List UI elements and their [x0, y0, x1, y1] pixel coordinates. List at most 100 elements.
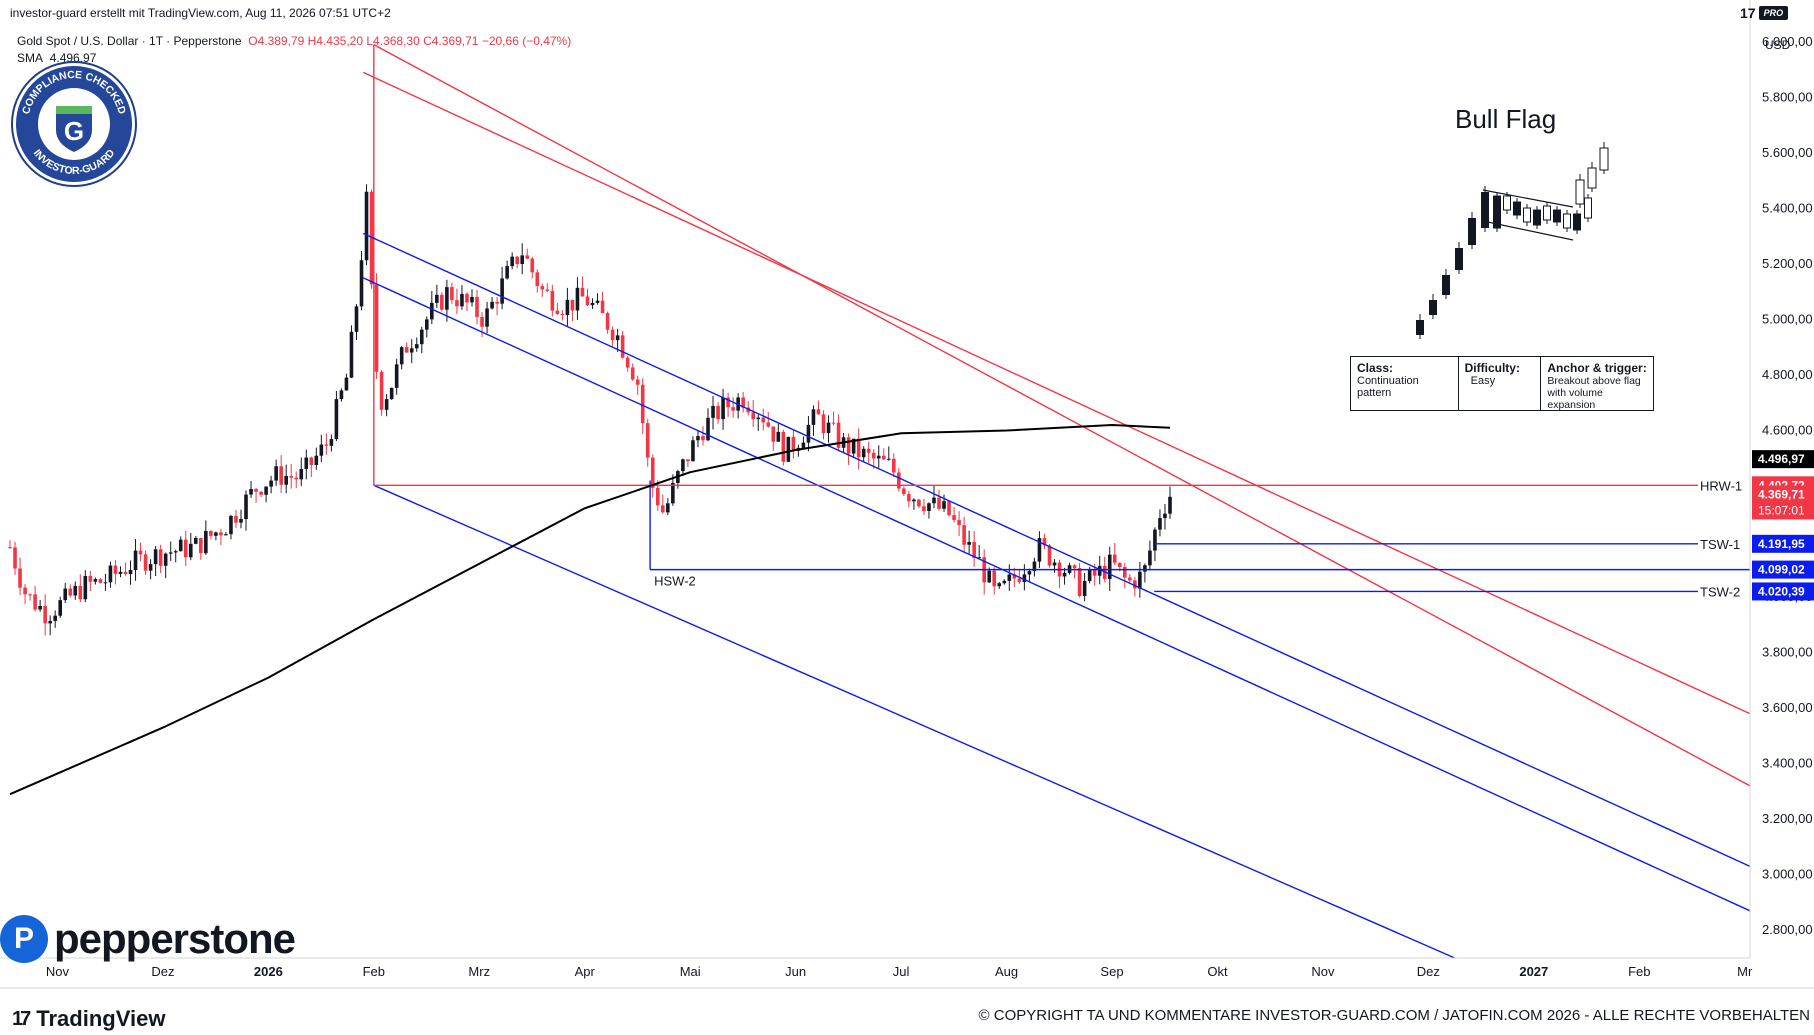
- candle-body: [671, 483, 675, 504]
- candle-body: [369, 191, 374, 285]
- candle-body: [897, 472, 901, 489]
- anchor-cell: Anchor & trigger: Breakout above flag wi…: [1541, 357, 1653, 411]
- candle-body: [706, 417, 710, 441]
- candle-body: [766, 422, 771, 427]
- candle-body: [424, 319, 429, 330]
- candle-body: [967, 541, 971, 545]
- level-label-tsw-1: TSW-1: [1700, 537, 1740, 552]
- candle-body: [274, 466, 278, 481]
- candle-body: [761, 417, 766, 423]
- candle-body: [957, 520, 961, 526]
- x-tick-label: Feb: [363, 964, 385, 979]
- candle-body: [48, 620, 52, 624]
- candle-body: [430, 302, 434, 320]
- candle-body: [1082, 581, 1087, 596]
- candle-body: [1027, 571, 1032, 575]
- candle-body: [821, 414, 826, 434]
- candle-body: [480, 316, 484, 327]
- candle-body: [133, 550, 138, 571]
- candle-body: [876, 455, 881, 459]
- candle-body: [394, 364, 399, 388]
- candle-body: [329, 439, 334, 446]
- compliance-seal-icon: COMPLIANCE CHECKED INVESTOR-GUARD G: [11, 61, 137, 187]
- red-channel-line: [373, 44, 1751, 787]
- x-tick-label: Dez: [1417, 964, 1440, 979]
- candle-body: [148, 564, 153, 571]
- candle-body: [721, 397, 725, 420]
- level-label-tsw-2: TSW-2: [1700, 584, 1740, 599]
- illus-candle: [1599, 147, 1609, 171]
- candle-body: [103, 582, 108, 584]
- class-value: Continuation pattern: [1357, 375, 1419, 399]
- candle-body: [500, 278, 504, 304]
- candle-body: [219, 532, 223, 536]
- candle-body: [374, 284, 379, 372]
- illus-candle: [1553, 209, 1561, 223]
- blue-channel-line: [362, 277, 1751, 912]
- candle-body: [530, 258, 535, 273]
- class-cell: Class: Continuation pattern: [1351, 357, 1459, 410]
- symbol-legend[interactable]: Gold Spot / U.S. Dollar · 1T · Peppersto…: [17, 34, 571, 48]
- x-tick-label: Nov: [1311, 964, 1335, 979]
- candle-body: [63, 588, 68, 601]
- candle-body: [1012, 574, 1017, 579]
- anchor-value-2: with volume expansion: [1547, 387, 1603, 411]
- candle-body: [299, 468, 304, 480]
- y-tick-label: 6.000,00: [1762, 34, 1813, 49]
- difficulty-cell: Difficulty: Easy: [1459, 357, 1542, 410]
- x-tick-label: 2026: [254, 964, 283, 979]
- candle-body: [1143, 565, 1147, 572]
- candle-body: [881, 455, 886, 460]
- illus-candle: [1416, 320, 1424, 335]
- open-value: O4.389,79: [248, 34, 305, 48]
- candle-body: [138, 550, 143, 555]
- candle-body: [1092, 568, 1097, 576]
- candle-body: [927, 503, 931, 511]
- candle-body: [209, 530, 213, 536]
- sma-legend[interactable]: SMA 4.496,97: [17, 51, 96, 65]
- currency-label: USD: [1765, 38, 1791, 52]
- sma-label: SMA: [17, 51, 44, 65]
- candle-body: [28, 594, 32, 596]
- price-tag-bg: [1752, 534, 1814, 553]
- candle-body: [947, 501, 951, 516]
- candle-body: [409, 348, 414, 353]
- candle-body: [1168, 496, 1172, 514]
- candle-body: [309, 457, 314, 465]
- x-tick-label: Dez: [151, 964, 174, 979]
- candle-body: [8, 547, 12, 549]
- candle-body: [475, 296, 479, 317]
- sma-line: [9, 423, 1171, 796]
- illus-candle: [1533, 209, 1541, 226]
- candle-body: [731, 407, 735, 411]
- candle-body: [816, 409, 821, 415]
- candle-body: [520, 255, 525, 264]
- candle-body: [419, 329, 424, 345]
- x-tick-label: Mrz: [468, 964, 490, 979]
- low-value: L4.368,30: [366, 34, 420, 48]
- candle-body: [932, 497, 936, 504]
- x-tick-label: Jul: [893, 964, 910, 979]
- illus-candle: [1493, 195, 1501, 229]
- candle-body: [43, 606, 47, 624]
- x-tick-label: Sep: [1100, 964, 1123, 979]
- candle-body: [570, 299, 575, 311]
- illus-candle: [1584, 197, 1592, 219]
- candle-body: [199, 537, 203, 554]
- candle-body: [53, 615, 57, 621]
- candle-body: [811, 409, 816, 425]
- candle-body: [1148, 550, 1152, 566]
- candle-body: [525, 255, 530, 259]
- illus-candle: [1573, 213, 1581, 231]
- candle-body: [38, 606, 42, 610]
- seal-letter: G: [64, 116, 84, 146]
- candle-body: [389, 387, 394, 400]
- candle-body: [751, 412, 756, 420]
- candle-body: [68, 588, 73, 596]
- candle-body: [912, 499, 916, 502]
- candle-body: [349, 331, 354, 378]
- candle-body: [977, 557, 981, 559]
- candle-body: [33, 594, 37, 610]
- tradingview-logo[interactable]: 17 TradingView: [12, 1006, 165, 1032]
